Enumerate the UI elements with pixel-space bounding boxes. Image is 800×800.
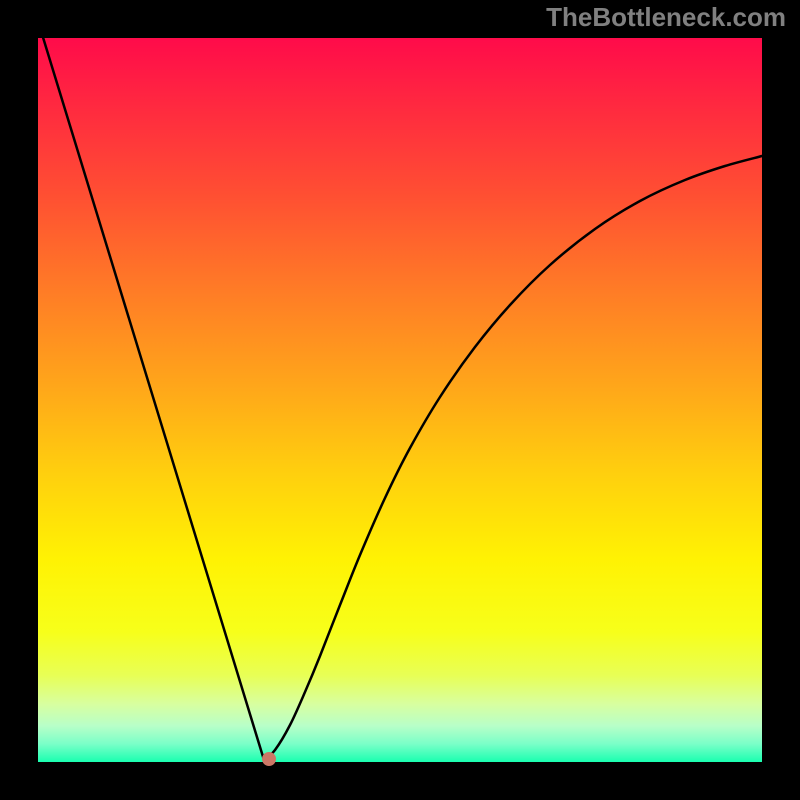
plot-area bbox=[38, 38, 762, 762]
chart-stage: TheBottleneck.com bbox=[0, 0, 800, 800]
watermark-text: TheBottleneck.com bbox=[546, 2, 786, 33]
optimal-point-marker bbox=[262, 752, 276, 766]
